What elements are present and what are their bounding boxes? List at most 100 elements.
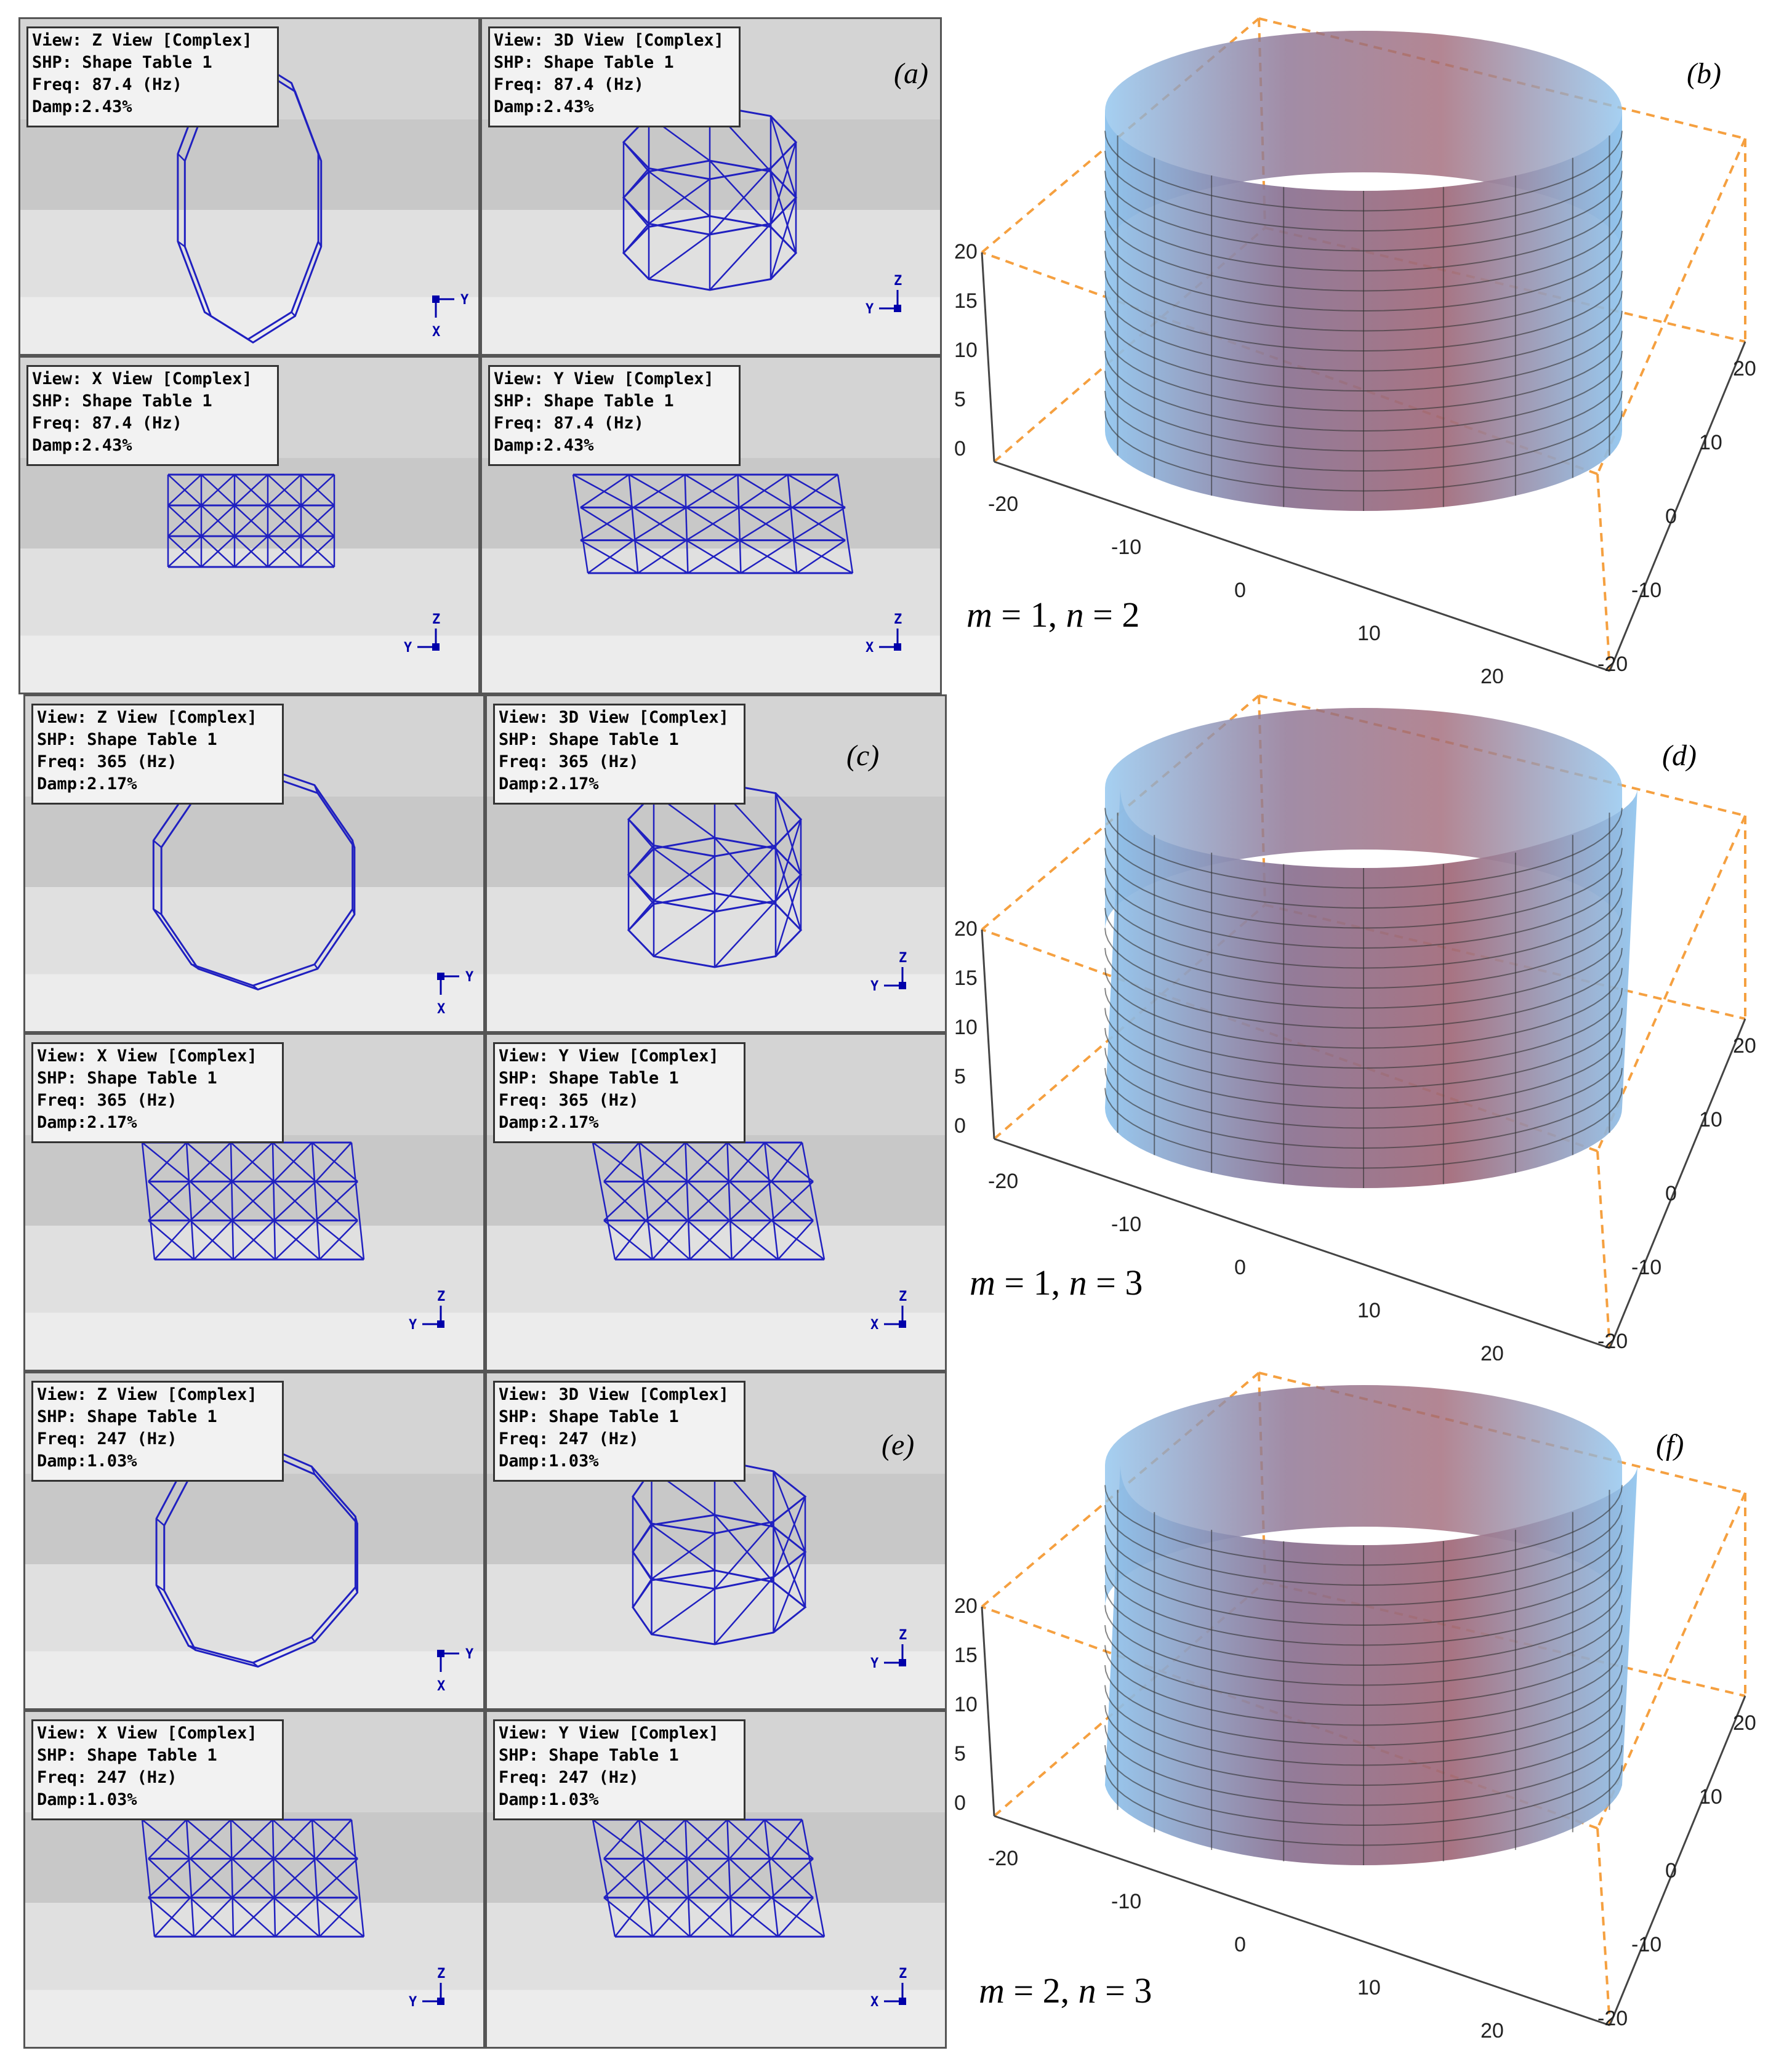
axes-triad-icon: YZ <box>870 1628 907 1671</box>
x-tick-label: -10 <box>1111 1213 1141 1236</box>
mode-shape-viewport: Y Z View: 3D View [Complex] SHP: Shape Tabl… <box>480 17 942 356</box>
wireframe-strut <box>190 1219 234 1260</box>
wireframe-strut <box>350 1819 365 1937</box>
info-shp: SHP: Shape Table 1 <box>499 1407 679 1426</box>
wireframe-strut <box>201 536 235 568</box>
mode-shape-viewport: Y Z View: 3D View [Complex] SHP: Shape Tabl… <box>485 694 947 1033</box>
wireframe-strut <box>580 473 630 508</box>
info-damp: Damp:1.03% <box>499 1452 599 1471</box>
wireframe-strut <box>645 1219 691 1260</box>
y-axis <box>1609 341 1746 672</box>
z-tick-label: 0 <box>954 1114 966 1138</box>
mode-info-box: View: Z View [Complex] SHP: Shape Table 1… <box>31 1381 284 1482</box>
axis-label-v: Z <box>899 1966 907 1982</box>
bounding-box-edge <box>1596 1151 1611 1349</box>
mode-shape-viewport: Y X View: Z View [Complex] SHP: Shape Table… <box>23 694 485 1033</box>
wireframe-strut <box>572 474 589 574</box>
info-shp: SHP: Shape Table 1 <box>32 53 212 72</box>
wireframe-strut <box>190 1897 234 1937</box>
wireframe-strut <box>592 1818 646 1860</box>
axis-label-v: X <box>437 1002 445 1017</box>
wireframe-strut <box>247 338 254 344</box>
wireframe-strut <box>837 474 854 574</box>
label-b: (b) <box>1687 57 1721 90</box>
wireframe-strut <box>689 1219 730 1260</box>
wireframe-strut <box>651 1588 715 1635</box>
bounding-box-edge <box>1596 1828 1611 2026</box>
z-tick-label: 20 <box>954 240 978 263</box>
mode-info-box: View: Y View [Complex] SHP: Shape Table 1… <box>493 1719 745 1820</box>
info-damp: Damp:2.43% <box>494 97 594 116</box>
info-freq: Freq: 365 (Hz) <box>37 752 177 771</box>
wireframe-strut <box>726 1142 733 1260</box>
wireframe-strut <box>773 1526 806 1608</box>
wireframe-strut <box>638 1819 654 1937</box>
axis-label-h: Y <box>409 1995 417 2010</box>
cylinder-inner-surface <box>1105 708 1622 930</box>
wireframe-strut <box>580 539 638 574</box>
bounding-box-edge <box>1596 138 1746 475</box>
axis-label-h: Y <box>866 302 874 317</box>
wireframe-strut <box>737 473 793 508</box>
wireframe-strut <box>186 1819 233 1860</box>
wireframe-strut <box>141 1819 156 1937</box>
axis-label-h: Y <box>465 970 474 985</box>
info-view: View: 3D View [Complex] <box>494 31 724 50</box>
wireframe-strut <box>653 848 715 894</box>
wireframe-strut <box>769 171 797 254</box>
wireframe-strut <box>190 1819 231 1860</box>
wireframe-strut <box>272 1819 316 1860</box>
wireframe-strut <box>796 539 846 574</box>
wireframe-strut <box>234 474 268 506</box>
axes-triad-icon: YX <box>432 292 469 340</box>
label-d: (d) <box>1662 739 1697 772</box>
wireframe-strut <box>777 1219 814 1260</box>
y-tick-label: 20 <box>1733 357 1756 380</box>
wireframe-strut <box>653 855 715 902</box>
y-tick-label: -20 <box>1597 1330 1628 1353</box>
wireframe-strut <box>231 1858 275 1898</box>
y-tick-label: 20 <box>1733 1711 1756 1735</box>
wireframe-strut <box>319 1219 358 1260</box>
y-tick-label: 0 <box>1665 1182 1677 1205</box>
y-tick-label: -10 <box>1631 1256 1661 1279</box>
wireframe-strut <box>603 1181 646 1221</box>
y-axis <box>1609 1018 1746 1349</box>
wireframe-strut <box>315 1897 364 1937</box>
info-damp: Damp:2.43% <box>32 97 132 116</box>
bounding-box-edge <box>1258 694 1746 817</box>
wireframe-strut <box>300 474 335 506</box>
wireframe-strut <box>352 840 356 848</box>
wireframe-plot: YZ <box>141 1141 445 1333</box>
wireframe-strut <box>275 1219 316 1260</box>
wireframe-strut <box>201 474 235 506</box>
wireframe-strut <box>764 1819 814 1860</box>
cylinder-inner-surface <box>1105 31 1622 252</box>
mode-shape-viewport: X Z View: Y View [Complex] SHP: Shape Table… <box>485 1710 947 2049</box>
wireframe-strut <box>623 197 649 228</box>
mode-shape-viewport: Y Z View: 3D View [Complex] SHP: Shape Tabl… <box>485 1372 947 1710</box>
wireframe-strut <box>272 1142 316 1183</box>
wireframe-strut <box>689 1897 730 1937</box>
wireframe-strut <box>739 539 797 574</box>
axis-label-v: Z <box>437 1966 445 1982</box>
info-damp: Damp:2.17% <box>37 1113 137 1132</box>
wireframe-strut <box>148 1897 195 1937</box>
wireframe-strut <box>311 1466 316 1475</box>
wireframe-strut <box>774 848 802 931</box>
info-freq: Freq: 365 (Hz) <box>499 1091 639 1110</box>
wireframe-strut <box>638 1142 654 1260</box>
wireframe-strut <box>185 1142 195 1260</box>
wireframe-strut <box>177 153 186 162</box>
mode-info-box: View: Y View [Complex] SHP: Shape Table 1… <box>488 365 741 466</box>
axes-triad-icon: XZ <box>866 612 902 656</box>
wireframe-strut <box>231 1181 275 1221</box>
wireframe-strut <box>355 1516 358 1524</box>
wireframe-strut <box>311 1819 358 1860</box>
axes-triad-icon: XZ <box>870 1966 907 2010</box>
wireframe-strut <box>154 1219 191 1260</box>
z-tick-label: 10 <box>954 1016 978 1039</box>
wireframe-strut <box>603 1142 640 1183</box>
wireframe-strut <box>769 142 797 224</box>
wireframe-strut <box>628 474 639 574</box>
